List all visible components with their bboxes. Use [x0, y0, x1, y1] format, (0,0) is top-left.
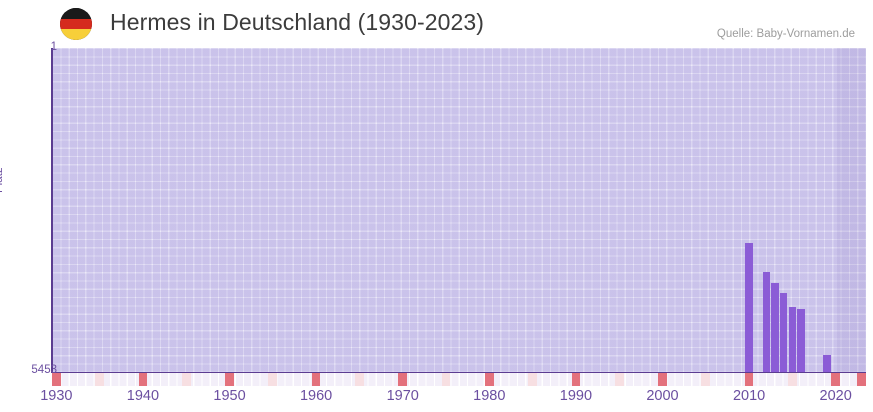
x-tick-mark-1995 [614, 373, 624, 386]
x-axis-label-1970: 1970 [386, 388, 419, 404]
bar-2012 [762, 271, 771, 372]
german-flag-icon [60, 8, 92, 40]
x-tick-mark-1935 [95, 373, 104, 386]
bar-2014 [780, 293, 788, 372]
x-axis-label-1930: 1930 [40, 388, 73, 404]
x-tick-mark-2005 [701, 373, 711, 386]
x-tick-mark-1955 [268, 373, 278, 386]
x-tick-mark-1970 [398, 373, 408, 386]
x-axis-label-1940: 1940 [126, 388, 160, 404]
x-axis-label-1990: 1990 [559, 388, 593, 404]
x-tick-mark-2000 [658, 373, 667, 386]
x-tick-mark-1930 [52, 373, 61, 386]
x-axis-tick-strip [52, 373, 866, 386]
source-attribution: Quelle: Baby-Vornamen.de [716, 28, 855, 40]
x-tick-mark-1975 [441, 373, 451, 386]
chart-header: Hermes in Deutschland (1930-2023) Quelle… [0, 0, 873, 46]
flag-band-gold [60, 29, 92, 40]
x-tick-mark-end [857, 373, 866, 386]
bar-2015 [788, 307, 797, 372]
shaded-region [836, 48, 866, 372]
plot-area [52, 48, 866, 372]
x-tick-mark-2010 [744, 373, 754, 386]
flag-band-black [60, 8, 92, 19]
x-axis-label-1980: 1980 [473, 388, 506, 404]
bar-2013 [771, 282, 779, 372]
x-tick-mark-1945 [181, 373, 191, 386]
x-tick-mark-2015 [788, 373, 797, 386]
y-axis-bottom-label: 5453 [31, 364, 57, 376]
x-axis-line [52, 371, 866, 374]
x-axis-label-2010: 2010 [732, 388, 766, 404]
flag-band-red [60, 18, 92, 30]
x-axis-label-1960: 1960 [299, 388, 333, 404]
bar-2010 [745, 242, 753, 372]
x-tick-mark-1985 [528, 373, 537, 386]
x-axis-label-2020: 2020 [819, 388, 852, 404]
x-tick-mark-1950 [225, 373, 234, 386]
x-tick-mark-1940 [138, 373, 148, 386]
bar-2016 [797, 309, 805, 372]
x-tick-mark-1990 [571, 373, 581, 386]
y-axis-top-label: 1 [50, 41, 57, 53]
y-axis-title: Platz [0, 167, 5, 193]
x-tick-mark-2020 [831, 373, 841, 386]
bar-2019 [823, 355, 831, 372]
chart-title: Hermes in Deutschland (1930-2023) [110, 9, 485, 35]
x-axis-label-1950: 1950 [213, 388, 246, 404]
x-tick-mark-1960 [311, 373, 321, 386]
x-tick-mark-1980 [484, 373, 494, 386]
y-axis-line [51, 48, 53, 373]
x-tick-mark-1965 [355, 373, 364, 386]
x-axis-label-2000: 2000 [646, 388, 679, 404]
